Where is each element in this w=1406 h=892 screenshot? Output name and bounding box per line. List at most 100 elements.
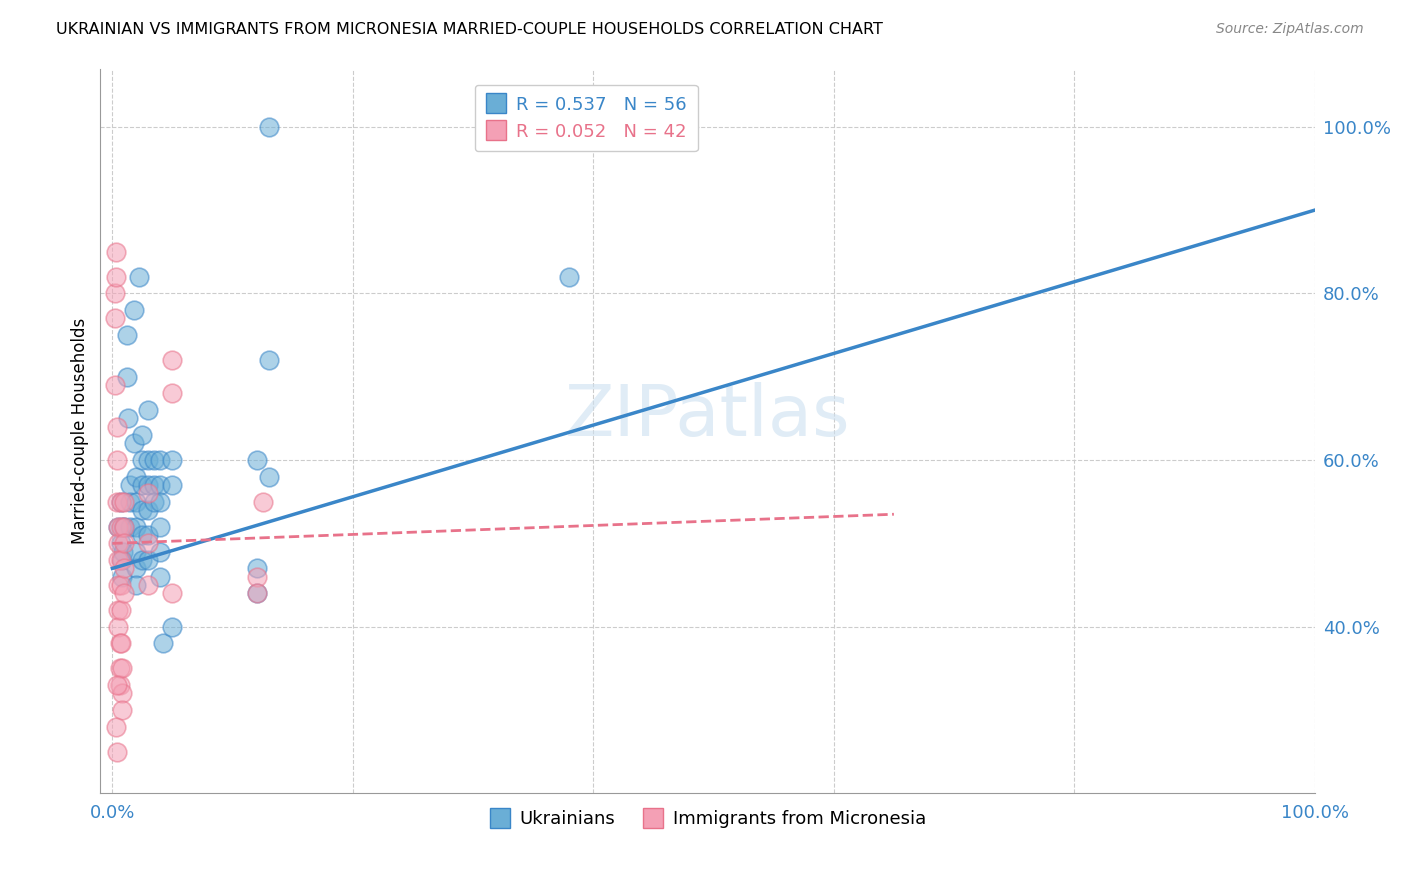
Point — [257, 469, 280, 483]
Point — [112, 545, 135, 559]
Point — [110, 553, 132, 567]
Point — [143, 453, 166, 467]
Point — [110, 520, 132, 534]
Point — [107, 578, 129, 592]
Point — [111, 570, 134, 584]
Point — [108, 636, 131, 650]
Point — [149, 495, 172, 509]
Point — [162, 353, 184, 368]
Point — [112, 520, 135, 534]
Point — [125, 561, 148, 575]
Point — [143, 478, 166, 492]
Point — [162, 478, 184, 492]
Point — [112, 536, 135, 550]
Point — [110, 495, 132, 509]
Point — [110, 495, 132, 509]
Point — [105, 453, 128, 467]
Point — [138, 503, 160, 517]
Point — [120, 520, 142, 534]
Point — [149, 453, 172, 467]
Point — [162, 386, 184, 401]
Text: Source: ZipAtlas.com: Source: ZipAtlas.com — [1216, 22, 1364, 37]
Point — [138, 478, 160, 492]
Point — [149, 520, 172, 534]
Point — [110, 536, 132, 550]
Point — [115, 369, 138, 384]
Point — [104, 311, 127, 326]
Text: ZIPatlas: ZIPatlas — [565, 382, 851, 451]
Point — [138, 553, 160, 567]
Point — [131, 453, 153, 467]
Point — [246, 453, 269, 467]
Point — [107, 603, 129, 617]
Point — [122, 303, 145, 318]
Point — [122, 436, 145, 450]
Point — [125, 545, 148, 559]
Point — [252, 495, 274, 509]
Point — [115, 328, 138, 343]
Point — [138, 536, 160, 550]
Point — [143, 495, 166, 509]
Point — [107, 520, 129, 534]
Point — [110, 578, 132, 592]
Point — [131, 428, 153, 442]
Point — [162, 453, 184, 467]
Point — [105, 495, 128, 509]
Point — [105, 745, 128, 759]
Point — [125, 520, 148, 534]
Point — [138, 486, 160, 500]
Point — [131, 478, 153, 492]
Point — [246, 586, 269, 600]
Point — [257, 353, 280, 368]
Point — [111, 703, 134, 717]
Point — [138, 403, 160, 417]
Point — [120, 495, 142, 509]
Legend: Ukrainians, Immigrants from Micronesia: Ukrainians, Immigrants from Micronesia — [481, 803, 934, 835]
Point — [149, 478, 172, 492]
Text: UKRAINIAN VS IMMIGRANTS FROM MICRONESIA MARRIED-COUPLE HOUSEHOLDS CORRELATION CH: UKRAINIAN VS IMMIGRANTS FROM MICRONESIA … — [56, 22, 883, 37]
Point — [108, 661, 131, 675]
Point — [246, 561, 269, 575]
Point — [107, 520, 129, 534]
Point — [108, 678, 131, 692]
Point — [152, 636, 174, 650]
Point — [112, 561, 135, 575]
Point — [112, 495, 135, 509]
Point — [131, 503, 153, 517]
Point — [112, 520, 135, 534]
Point — [138, 528, 160, 542]
Y-axis label: Married-couple Households: Married-couple Households — [72, 318, 89, 544]
Point — [120, 478, 142, 492]
Point — [107, 536, 129, 550]
Point — [149, 545, 172, 559]
Point — [104, 269, 127, 284]
Point — [104, 378, 127, 392]
Point — [582, 120, 605, 134]
Point — [162, 620, 184, 634]
Point — [246, 570, 269, 584]
Point — [112, 586, 135, 600]
Point — [128, 269, 150, 284]
Point — [257, 120, 280, 134]
Point — [105, 678, 128, 692]
Point — [110, 636, 132, 650]
Point — [111, 553, 134, 567]
Point — [111, 686, 134, 700]
Point — [149, 570, 172, 584]
Point — [117, 411, 139, 425]
Point — [138, 453, 160, 467]
Point — [138, 578, 160, 592]
Point — [104, 244, 127, 259]
Point — [246, 586, 269, 600]
Point — [104, 286, 127, 301]
Point — [162, 586, 184, 600]
Point — [110, 603, 132, 617]
Point — [125, 578, 148, 592]
Point — [104, 720, 127, 734]
Point — [125, 495, 148, 509]
Point — [107, 620, 129, 634]
Point — [105, 419, 128, 434]
Point — [107, 553, 129, 567]
Point — [111, 661, 134, 675]
Point — [131, 553, 153, 567]
